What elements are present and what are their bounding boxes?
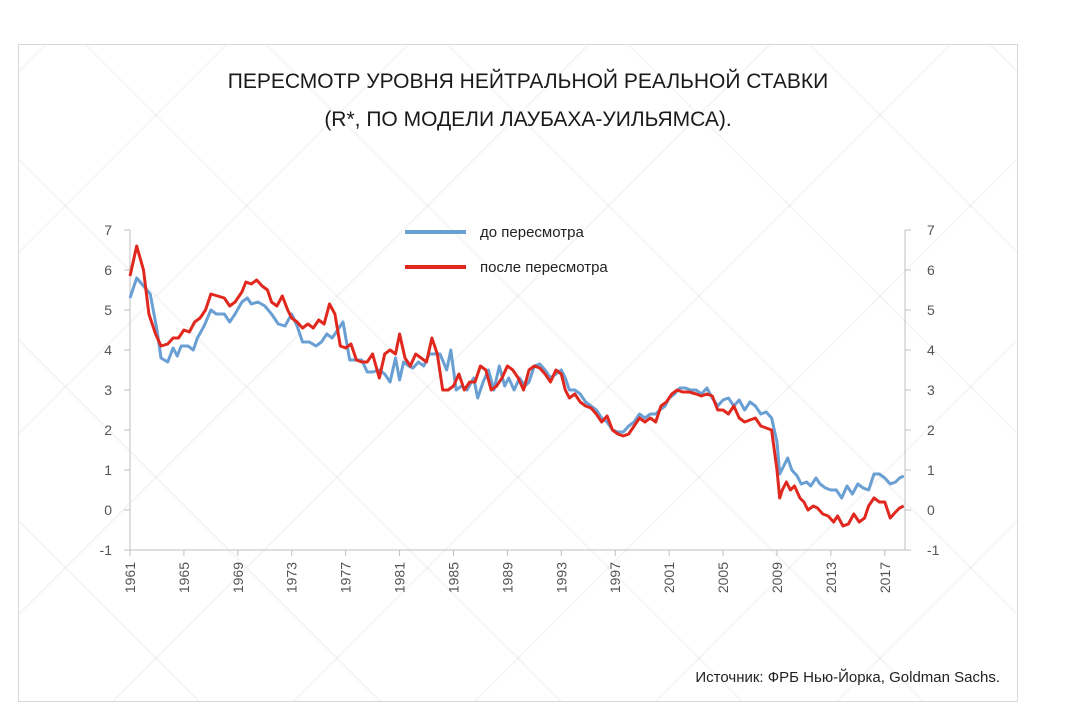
right-y-tick-label: 2: [927, 422, 935, 438]
left-y-tick-label: 2: [104, 422, 112, 438]
right-y-tick-label: -1: [927, 542, 940, 558]
chart-frame: [18, 44, 1018, 702]
right-y-tick-label: 0: [927, 502, 935, 518]
legend: до пересмотра после пересмотра: [405, 224, 608, 276]
left-y-tick-label: 4: [104, 342, 112, 358]
x-tick-label: 1973: [284, 562, 300, 593]
series-line-after-revision: [128, 244, 905, 528]
chart-title-line-2: (R*, ПО МОДЕЛИ ЛАУБАХА-УИЛЬЯМСА).: [324, 108, 731, 131]
chart-title-line-1: ПЕРЕСМОТР УРОВНЯ НЕЙТРАЛЬНОЙ РЕАЛЬНОЙ СТ…: [228, 69, 829, 93]
right-y-tick-label: 4: [927, 342, 935, 358]
left-y-tick-label: 0: [104, 502, 112, 518]
x-tick-label: 1989: [499, 562, 515, 593]
series-line-before-revision: [128, 276, 905, 500]
left-y-tick-label: 5: [104, 302, 112, 318]
x-tick-label: 1997: [607, 562, 623, 593]
x-tick-label: 2013: [823, 562, 839, 593]
x-tick-label: 1961: [122, 562, 138, 593]
x-tick-label: 2001: [661, 562, 677, 593]
left-y-tick-label: 1: [104, 462, 112, 478]
x-tick-label: 1993: [553, 562, 569, 593]
x-tick-label: 1969: [230, 562, 246, 593]
left-y-ticks: -1 0 1 2 3 4 5 6 7: [100, 222, 130, 558]
x-tick-label: 1981: [392, 562, 408, 593]
right-y-ticks: -1 0 1 2 3 4 5 6 7: [905, 222, 940, 558]
right-y-tick-label: 1: [927, 462, 935, 478]
left-y-tick-label: 7: [104, 222, 112, 238]
right-y-tick-label: 3: [927, 382, 935, 398]
right-y-tick-label: 7: [927, 222, 935, 238]
legend-label-after-revision: после пересмотра: [480, 259, 608, 276]
x-tick-label: 1977: [338, 562, 354, 593]
x-tick-label: 2009: [769, 562, 785, 593]
x-ticks: 1961 1965 1969 1973 1977 1981 1985 1989 1993 1997…: [122, 550, 893, 593]
left-y-tick-label: 6: [104, 262, 112, 278]
series-lines: [128, 244, 905, 528]
right-y-tick-label: 6: [927, 262, 935, 278]
x-tick-label: 1985: [445, 562, 461, 593]
x-tick-label: 1965: [176, 562, 192, 593]
legend-label-before-revision: до пересмотра: [480, 224, 584, 241]
x-tick-label: 2017: [877, 562, 893, 593]
x-tick-label: 2005: [715, 562, 731, 593]
right-y-tick-label: 5: [927, 302, 935, 318]
left-y-tick-label: -1: [100, 542, 113, 558]
source-note: Источник: ФРБ Нью-Йорка, Goldman Sachs.: [695, 668, 1000, 686]
left-y-tick-label: 3: [104, 382, 112, 398]
